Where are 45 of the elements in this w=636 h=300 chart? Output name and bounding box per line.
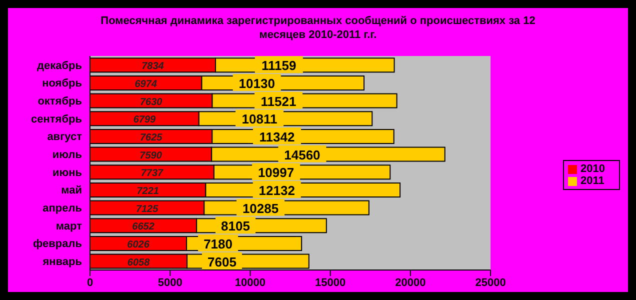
x-tick-label: 0 — [86, 276, 94, 289]
data-label: 11159 — [262, 58, 296, 74]
y-tick-label: май — [61, 184, 82, 197]
data-label: 6026 — [127, 239, 150, 250]
data-label: 10130 — [238, 76, 275, 91]
data-label: 10811 — [242, 112, 278, 127]
data-label: 12132 — [258, 182, 295, 198]
legend-label: 2010 — [580, 163, 605, 175]
y-tick-label: июнь — [52, 166, 82, 179]
data-label: 7834 — [142, 61, 164, 72]
data-label: 7625 — [140, 132, 163, 144]
data-label: 7630 — [140, 96, 163, 108]
data-label: 11342 — [259, 129, 295, 144]
x-tick-label: 25000 — [475, 276, 506, 289]
data-label: 7180 — [204, 236, 233, 252]
legend-label: 2011 — [580, 175, 604, 187]
chart-title: Помесячная динамика зарегистрированных сообщений о происшествиях за 12 месяцев 2010-2011 г.г. — [100, 14, 536, 42]
data-label: 6652 — [132, 222, 155, 233]
x-tick-label: 15000 — [315, 276, 346, 289]
data-label: 11521 — [260, 94, 296, 109]
y-tick-label: октябрь — [38, 95, 82, 108]
x-tick-label: 20000 — [395, 276, 426, 289]
y-tick-label: август — [47, 131, 83, 144]
data-label: 6799 — [133, 114, 156, 126]
y-tick-label: сентябрь — [31, 113, 82, 126]
data-label: 7737 — [140, 168, 164, 180]
y-tick-label: декабрь — [37, 60, 82, 72]
data-label: 7590 — [140, 150, 162, 162]
data-label: 6058 — [127, 257, 150, 268]
data-label: 10285 — [242, 200, 279, 216]
data-label: 8105 — [221, 218, 250, 234]
y-tick-label: март — [56, 220, 83, 232]
y-tick-label: январь — [42, 256, 82, 268]
x-tick-label: 5000 — [158, 276, 182, 289]
y-tick-label: февраль — [33, 238, 82, 250]
y-tick-label: июль — [52, 148, 82, 161]
data-label: 10997 — [258, 165, 294, 180]
data-label: 7605 — [208, 254, 236, 270]
data-label: 6974 — [134, 78, 158, 90]
data-label: 14560 — [284, 147, 320, 162]
y-tick-label: ноябрь — [42, 78, 82, 90]
x-tick-label: 10000 — [234, 276, 266, 289]
data-label: 7221 — [136, 186, 160, 197]
y-tick-label: апрель — [42, 202, 82, 214]
data-label: 7125 — [136, 204, 159, 215]
